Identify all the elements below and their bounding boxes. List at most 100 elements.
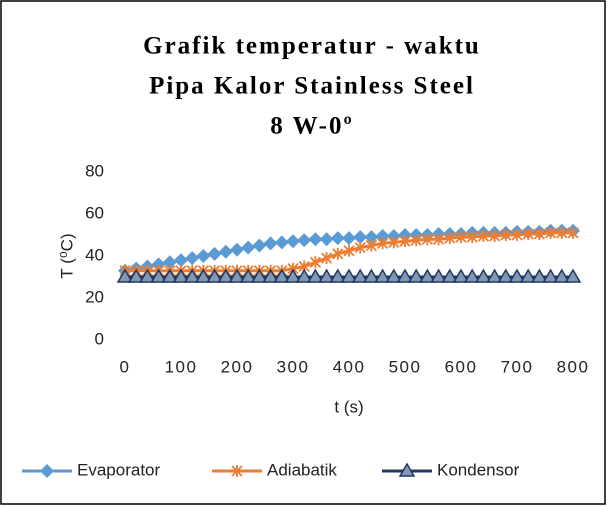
marker: [531, 268, 548, 283]
chart-title: Grafik temperatur - waktu: [143, 33, 481, 60]
marker: [466, 231, 478, 244]
x-tick-label: 300: [277, 357, 310, 376]
legend-marker: [398, 462, 416, 477]
x-tick-label: 400: [333, 357, 366, 376]
marker: [354, 241, 366, 254]
marker: [262, 268, 279, 283]
marker: [263, 236, 278, 251]
marker: [388, 236, 400, 249]
marker: [308, 232, 323, 247]
legend-label: Adiabatik: [267, 460, 337, 479]
marker: [553, 268, 571, 283]
marker: [519, 268, 537, 283]
marker: [455, 231, 467, 244]
marker: [430, 268, 447, 283]
marker: [297, 233, 312, 248]
marker: [127, 268, 145, 283]
marker: [161, 268, 179, 283]
chart-title: 8 W-0º: [270, 113, 353, 140]
marker: [206, 268, 223, 283]
marker: [162, 255, 177, 270]
marker: [511, 229, 523, 241]
marker: [441, 268, 459, 283]
marker: [307, 268, 324, 283]
marker: [329, 268, 347, 283]
marker: [396, 268, 414, 283]
x-tick-label: 200: [221, 357, 254, 376]
marker: [332, 247, 344, 260]
marker: [500, 229, 512, 241]
marker: [564, 268, 582, 283]
marker: [309, 256, 322, 269]
y-tick-label: 0: [95, 329, 104, 348]
marker: [330, 231, 345, 246]
marker: [217, 268, 235, 283]
marker: [544, 226, 557, 239]
marker: [139, 268, 156, 283]
marker: [116, 268, 134, 283]
marker: [376, 237, 389, 250]
legend-label: Evaporator: [77, 460, 160, 479]
marker: [172, 268, 190, 283]
marker: [196, 249, 211, 263]
marker: [274, 235, 289, 250]
marker: [351, 268, 369, 283]
marker: [342, 231, 356, 246]
marker: [185, 251, 200, 266]
x-tick-label: 600: [445, 357, 478, 376]
marker: [295, 268, 313, 283]
x-tick-label: 800: [557, 357, 590, 376]
y-tick-label: 40: [85, 245, 104, 264]
marker: [320, 252, 333, 265]
marker: [421, 233, 434, 246]
marker: [452, 268, 470, 283]
y-tick-label: 60: [85, 203, 104, 222]
y-tick-label: 80: [85, 161, 104, 180]
marker: [319, 232, 334, 247]
marker: [556, 226, 568, 239]
marker: [174, 253, 188, 268]
marker: [239, 268, 257, 283]
series: [119, 226, 579, 277]
marker: [251, 268, 268, 283]
marker: [340, 268, 358, 283]
marker: [475, 268, 492, 283]
marker: [318, 268, 335, 283]
y-tick-label: 20: [85, 287, 104, 306]
x-tick-label: 700: [501, 357, 534, 376]
marker: [230, 242, 244, 257]
marker: [353, 230, 368, 245]
marker: [385, 268, 403, 283]
marker: [407, 268, 425, 283]
marker: [533, 227, 546, 240]
marker: [364, 230, 379, 245]
marker: [286, 234, 300, 249]
marker: [486, 268, 503, 283]
marker: [508, 268, 526, 283]
marker: [195, 268, 212, 283]
marker: [343, 244, 355, 257]
series: [116, 268, 582, 283]
legend-marker: [40, 464, 54, 478]
marker: [228, 268, 246, 283]
marker: [183, 268, 201, 283]
legend-label: Kondensor: [437, 460, 520, 479]
x-tick-label: 0: [120, 357, 131, 376]
marker: [419, 268, 436, 283]
marker: [463, 268, 481, 283]
marker: [218, 244, 233, 259]
marker: [567, 226, 579, 239]
marker: [273, 268, 291, 283]
marker: [374, 268, 391, 283]
marker: [284, 268, 302, 283]
x-axis-label: t (s): [334, 397, 363, 416]
marker: [497, 268, 515, 283]
marker: [477, 230, 490, 243]
marker: [150, 268, 167, 283]
marker: [363, 268, 380, 283]
y-axis-label: T (⁰C): [57, 233, 76, 278]
marker: [432, 233, 445, 246]
marker: [241, 240, 256, 255]
